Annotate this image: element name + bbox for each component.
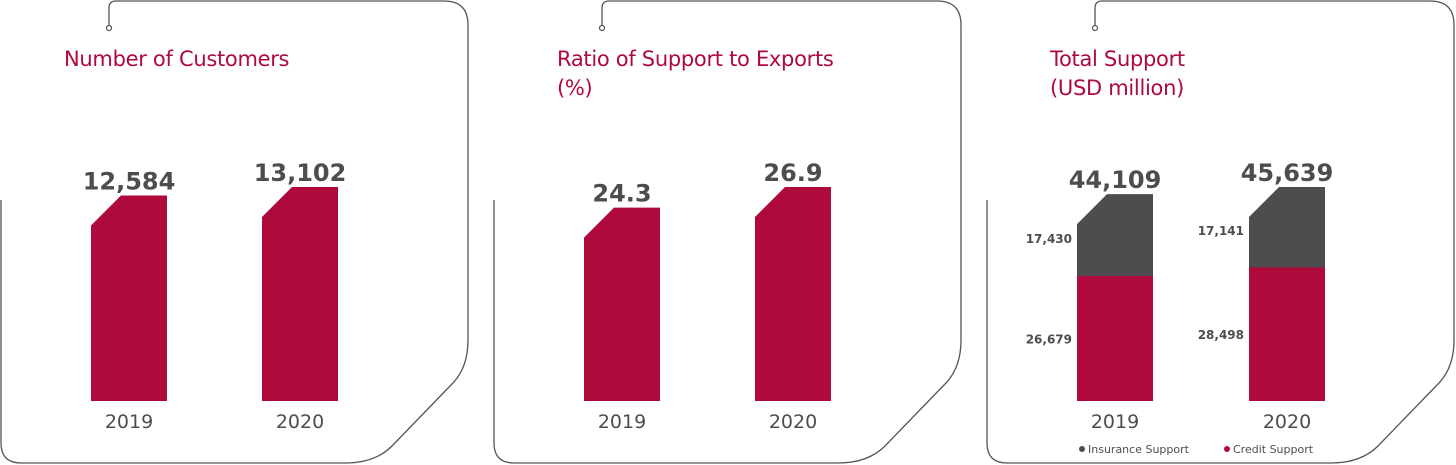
bar-segment-credit (1249, 267, 1325, 401)
title-text: Total Support (1050, 47, 1185, 71)
title-subtitle: (%) (557, 76, 593, 100)
title-text: Ratio of Support to Exports (557, 47, 834, 71)
x-tick-label: 2020 (1263, 411, 1311, 433)
total-label: 45,639 (1241, 159, 1334, 187)
panel-outline (0, 0, 469, 464)
bar-2019 (91, 195, 167, 401)
connector-dot-icon (105, 24, 113, 32)
title-text: Number of Customers (64, 47, 290, 71)
bar-2020 (262, 187, 338, 401)
title-subtitle: (USD million) (1050, 76, 1184, 100)
x-tick-label: 2019 (598, 411, 646, 433)
total-label: 44,109 (1069, 166, 1162, 194)
segment-label-insurance: 17,141 (1198, 224, 1244, 238)
legend-label: Insurance Support (1088, 443, 1190, 456)
chart-title-customers: Number of Customers (64, 45, 290, 74)
value-label: 13,102 (254, 159, 347, 187)
panel-outline (986, 0, 1455, 464)
bar-segment-credit (1077, 275, 1153, 401)
segment-label-credit: 28,498 (1198, 328, 1244, 342)
chart-title-total-support: Total Support (USD million) (1050, 45, 1185, 103)
value-label: 24.3 (592, 180, 651, 208)
panel-outline (493, 0, 962, 464)
segment-label-insurance: 17,430 (1026, 232, 1072, 246)
bar-2019 (584, 207, 660, 401)
legend-marker-icon (1079, 446, 1085, 452)
value-label: 12,584 (83, 167, 176, 195)
connector-dot-icon (1091, 24, 1099, 32)
connector-dot-icon (598, 24, 606, 32)
x-tick-label: 2019 (1091, 411, 1139, 433)
chart-title-ratio: Ratio of Support to Exports (%) (557, 45, 834, 103)
legend-marker-icon (1224, 446, 1230, 452)
x-tick-label: 2019 (105, 411, 153, 433)
legend-label: Credit Support (1233, 443, 1314, 456)
segment-label-credit: 26,679 (1026, 332, 1072, 346)
value-label: 26.9 (763, 159, 822, 187)
x-tick-label: 2020 (276, 411, 324, 433)
bar-2020 (755, 187, 831, 401)
x-tick-label: 2020 (769, 411, 817, 433)
